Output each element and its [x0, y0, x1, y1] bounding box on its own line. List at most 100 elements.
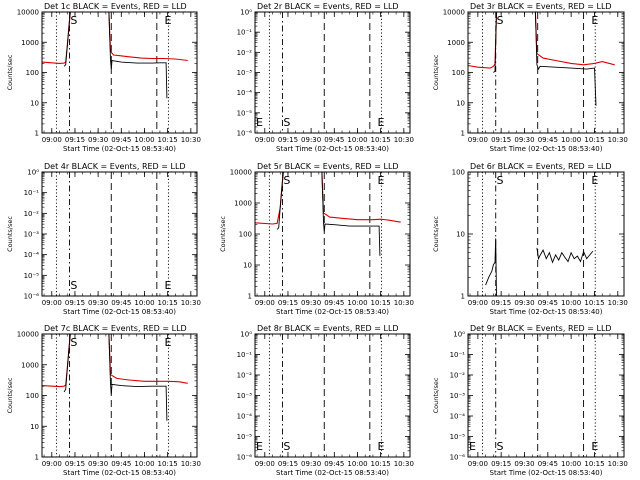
x-tick-label: 09:15 [491, 460, 511, 468]
x-tick-label: 09:00 [468, 136, 488, 144]
end-marker: E [165, 14, 172, 27]
x-tick-label: 10:15 [584, 136, 604, 144]
start-marker: S [497, 14, 504, 27]
y-tick-label: 10⁻⁵ [237, 109, 253, 117]
panel-4: Det 4r BLACK = Events, RED = LLD Counts/s… [6, 162, 201, 316]
panel-title: Det 4r BLACK = Events, RED = LLD [44, 162, 186, 171]
y-tick-label: 1 [35, 454, 39, 462]
x-tick-label: 09:30 [514, 136, 534, 144]
y-axis-label: Counts/sec [6, 54, 14, 90]
panel-2: Det 2r BLACK = Events, RED = LLD 10⁻⁶ 10⁻⁵… [237, 2, 414, 153]
y-tick-label: 10⁰ [27, 169, 39, 177]
panel-3: Det 3r BLACK = Events, RED = LLD Counts/s… [432, 2, 628, 153]
end-marker: E [378, 174, 385, 187]
series-events [276, 172, 381, 256]
y-tick-label: 10⁻³ [237, 69, 253, 77]
x-axis-label: Start Time (02-Oct-15 08:53:40) [63, 469, 176, 477]
x-tick-label: 10:30 [394, 136, 414, 144]
x-tick-label: 09:30 [301, 460, 321, 468]
panel-data [255, 172, 401, 256]
x-tick-label: 10:00 [347, 136, 367, 144]
x-tick-label: 09:45 [324, 136, 344, 144]
panel-8: Det 8r BLACK = Events, RED = LLD 10⁻⁶ 10⁻⁵… [237, 324, 414, 477]
y-tick-label: 10 [30, 99, 39, 107]
x-tick-label: 09:15 [491, 299, 511, 307]
x-tick-label: 10:00 [561, 460, 581, 468]
x-axis-label: Start Time (02-Oct-15 08:53:40) [276, 469, 389, 477]
start-marker: S [497, 440, 504, 453]
y-tick-label: 10 [30, 423, 39, 431]
x-tick-label: 10:30 [394, 460, 414, 468]
x-tick-label: 09:45 [538, 136, 558, 144]
x-tick-label: 10:30 [394, 299, 414, 307]
y-tick-label: 10000 [17, 9, 39, 17]
panel-frame [254, 333, 411, 458]
x-tick-label: 10:30 [608, 460, 628, 468]
y-tick-label: 100 [452, 169, 465, 177]
panel-title: Det 6r BLACK = Events, RED = LLD [470, 162, 612, 171]
end-marker: E [591, 14, 598, 27]
y-axis-label: Counts/sec [432, 377, 440, 413]
edge-marker: E [256, 116, 263, 129]
y-tick-label: 10⁻⁶ [24, 293, 40, 301]
x-tick-label: 10:00 [347, 460, 367, 468]
y-tick-label: 10⁻³ [24, 231, 40, 239]
y-tick-label: 10⁻⁴ [450, 413, 466, 421]
end-marker: E [165, 279, 172, 292]
panel-title: Det 2r BLACK = Events, RED = LLD [257, 2, 399, 11]
edge-marker: E [256, 440, 263, 453]
x-tick-label: 09:30 [301, 299, 321, 307]
y-tick-label: 1000 [447, 39, 465, 47]
x-tick-label: 10:15 [371, 299, 391, 307]
y-tick-label: 10⁻⁵ [24, 272, 40, 280]
x-tick-label: 10:30 [608, 299, 628, 307]
x-tick-label: 09:00 [42, 136, 62, 144]
y-tick-label: 10⁻² [24, 210, 40, 218]
x-tick-label: 10:00 [134, 299, 154, 307]
y-axis-label: Counts/sec [432, 216, 440, 252]
y-tick-label: 100 [26, 392, 39, 400]
y-tick-label: 10⁻¹ [450, 351, 466, 359]
series-events [63, 12, 168, 99]
x-tick-label: 09:45 [111, 299, 131, 307]
start-marker: S [70, 336, 77, 349]
y-tick-label: 10⁻⁵ [450, 433, 466, 441]
y-tick-label: 10⁻¹ [237, 351, 253, 359]
x-tick-label: 09:00 [42, 299, 62, 307]
x-tick-label: 09:00 [255, 460, 275, 468]
y-tick-label: 1000 [21, 39, 39, 47]
y-tick-label: 10⁻² [237, 49, 253, 57]
end-marker: E [378, 116, 385, 129]
panel-6: Det 6r BLACK = Events, RED = LLD Counts/s… [432, 162, 628, 316]
x-tick-label: 09:45 [538, 460, 558, 468]
x-tick-label: 10:15 [584, 299, 604, 307]
panel-frame [254, 11, 411, 134]
y-tick-label: 1 [461, 130, 465, 138]
x-tick-label: 09:15 [65, 136, 85, 144]
y-tick-label: 10 [456, 99, 465, 107]
y-tick-label: 10⁻³ [450, 392, 466, 400]
panel-title: Det 3r BLACK = Events, RED = LLD [470, 2, 612, 11]
x-tick-label: 09:15 [278, 460, 298, 468]
panel-data [468, 12, 615, 106]
panel-data [468, 172, 594, 296]
y-tick-label: 10⁰ [240, 331, 252, 339]
panel-title: Det 9r BLACK = Events, RED = LLD [470, 324, 612, 333]
x-tick-label: 10:30 [608, 136, 628, 144]
x-axis-label: Start Time (02-Oct-15 08:53:40) [63, 308, 176, 316]
x-axis-label: Start Time (02-Oct-15 08:53:40) [490, 469, 603, 477]
start-marker: S [497, 174, 504, 187]
y-tick-label: 10⁻⁶ [450, 454, 466, 462]
x-axis-label: Start Time (02-Oct-15 08:53:40) [490, 145, 603, 153]
panel-title: Det 8r BLACK = Events, RED = LLD [257, 324, 399, 333]
y-tick-label: 100 [452, 69, 465, 77]
x-tick-label: 10:30 [181, 460, 201, 468]
panel-title: Det 1c BLACK = Events, RED = LLD [44, 2, 187, 11]
panel-data [42, 334, 188, 421]
panel-title: Det 5r BLACK = Events, RED = LLD [257, 162, 399, 171]
y-tick-label: 1 [35, 130, 39, 138]
panel-frame [254, 171, 411, 297]
y-tick-label: 10 [243, 262, 252, 270]
y-tick-label: 100 [239, 231, 252, 239]
